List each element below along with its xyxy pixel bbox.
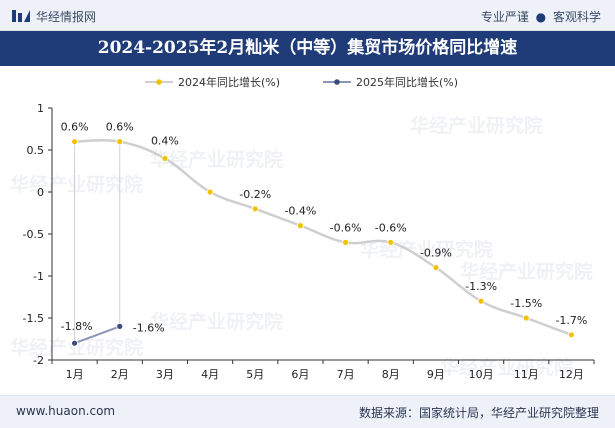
x-tick-label: 5月 [246,368,264,381]
series-1-data-label: 0.6% [61,121,89,134]
watermark-text: 华经产业研究院 [150,310,283,333]
series-1-point [387,238,395,246]
y-tick-label: -2 [33,354,44,367]
series-1-data-label: -1.3% [465,280,497,293]
y-tick-label: -0.5 [23,228,44,241]
brand-name: 华经情报网 [36,10,97,24]
legend-marker-1 [156,79,162,85]
x-tick-label: 9月 [427,368,445,381]
watermark-text: 华经产业研究院 [410,114,543,137]
slogan-right: 客观科学 [552,10,601,24]
series-1-data-label: 0.4% [151,134,179,147]
series-1-point [251,205,259,213]
watermark-text: 华经产业研究院 [10,173,143,196]
series-2-data-label: -1.6% [133,321,165,334]
x-tick-label: 2月 [111,368,129,381]
slogan-left: 专业严谨 [480,10,529,24]
y-tick-label: -1.5 [23,312,44,325]
top-bar: 华经情报网 专业严谨 ● 客观科学 [0,0,615,31]
series-1-data-label: -0.4% [284,205,316,218]
series-1-point [297,222,304,230]
y-tick-label: -1 [33,270,44,283]
y-tick-label: 0 [37,186,44,199]
watermark-text: 华经产业研究院 [10,336,143,359]
series-2-point [116,322,124,330]
x-tick-label: 10月 [469,368,494,381]
watermark-text: 华经产业研究院 [150,148,283,171]
series-1-data-label: 0.6% [106,121,134,134]
x-tick-label: 1月 [66,368,84,381]
footer-bar: www.huaon.com 数据来源：国家统计局，华经产业研究院整理 [0,395,615,428]
series-2-data-label: -1.8% [61,320,93,333]
line-chart: 华经产业研究院华经产业研究院华经产业研究院华经产业研究院华经产业研究院华经产业研… [10,75,595,381]
legend-label-2: 2025年同比增长(%) [356,75,458,89]
series-1-point [116,138,124,145]
series-1-point [432,264,440,272]
series-1-point [161,155,169,162]
series-1-data-label: -1.5% [510,297,542,310]
series-1-data-label: -0.2% [239,188,271,201]
slogan: 专业严谨 ● 客观科学 [481,8,601,25]
y-tick-label: 1 [37,102,44,115]
watermark-text: 华经产业研究院 [460,260,593,283]
series-1-data-label: -0.6% [330,221,362,234]
slogan-separator: ● [535,10,547,24]
x-tick-label: 6月 [291,368,309,381]
series-1-point [522,314,530,322]
series-1-line [74,139,572,336]
series-1-data-label: -0.6% [375,221,407,234]
series-2-point [71,339,78,347]
x-tick-label: 7月 [337,368,355,381]
footer-site: www.huaon.com [16,404,116,418]
footer-source: 数据来源：国家统计局，华经产业研究院整理 [358,406,599,420]
series-1-point [477,297,485,305]
x-tick-label: 8月 [382,368,400,381]
x-tick-label: 4月 [201,368,219,381]
series-1-data-label: -0.9% [420,247,452,260]
series-1-point [568,331,575,339]
legend-label-1: 2024年同比增长(%) [178,75,280,89]
brand-logo-icon [12,10,30,22]
legend-marker-2 [334,79,340,85]
y-tick-label: 0.5 [27,144,45,157]
chart-title: 2024-2025年2月籼米（中等）集贸市场价格同比增速 [0,31,615,66]
series-1-point [342,238,349,246]
series-1-point [206,188,214,196]
x-tick-label: 12月 [559,368,584,381]
x-tick-label: 3月 [156,368,174,381]
series-1-data-label: -1.7% [555,314,587,327]
x-tick-label: 11月 [514,368,539,381]
series-1-point [71,138,78,145]
watermark-text: 华经产业研究院 [440,356,573,379]
